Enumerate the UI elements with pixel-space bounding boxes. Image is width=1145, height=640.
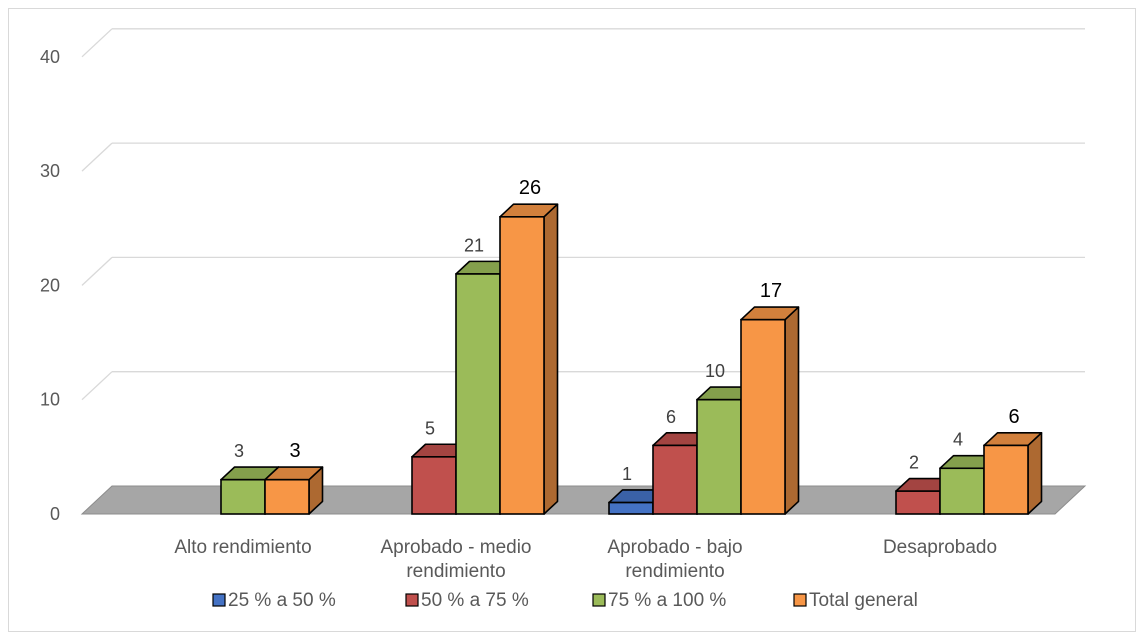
data-label: 4 xyxy=(953,430,963,450)
bar-side xyxy=(543,203,559,515)
data-label: 21 xyxy=(464,235,484,255)
data-label: 3 xyxy=(234,441,244,461)
bar-front xyxy=(411,456,457,515)
legend-label: 75 % a 100 % xyxy=(608,590,726,611)
bar-front xyxy=(220,478,266,515)
bar-front xyxy=(740,318,786,515)
y-tick-label: 10 xyxy=(40,390,60,410)
category-label: Desaprobado xyxy=(883,537,997,558)
bar-front xyxy=(608,501,654,515)
data-label: 2 xyxy=(909,453,919,473)
category-label: Aprobado - bajo xyxy=(607,537,742,558)
bar-front xyxy=(455,273,501,515)
bar-side xyxy=(784,306,800,515)
data-label: 1 xyxy=(622,464,632,484)
y-tick-label: 40 xyxy=(40,47,60,67)
data-label: 10 xyxy=(705,361,725,381)
y-tick-label: 0 xyxy=(50,504,60,524)
data-label: 17 xyxy=(760,280,782,302)
legend-label: 50 % a 75 % xyxy=(421,590,529,611)
y-tick-label: 20 xyxy=(40,275,60,295)
legend-label: 25 % a 50 % xyxy=(228,590,336,611)
gridline-depth xyxy=(81,371,113,401)
data-label: 6 xyxy=(666,407,676,427)
category-label: Alto rendimiento xyxy=(174,537,311,558)
gridline-depth xyxy=(81,142,113,172)
gridline-depth xyxy=(81,28,113,58)
bar-front xyxy=(939,467,985,515)
data-label: 5 xyxy=(425,418,435,438)
bar-front xyxy=(895,490,941,515)
bar-front xyxy=(983,444,1029,515)
gridline-depth xyxy=(81,256,113,286)
bar-1-3 xyxy=(499,203,559,515)
chart-frame xyxy=(8,8,1136,632)
bar-0-3 xyxy=(264,466,324,515)
bar-3-3 xyxy=(983,432,1043,515)
y-tick-label: 30 xyxy=(40,161,60,181)
bar-2-3 xyxy=(740,306,800,515)
legend-swatch xyxy=(212,593,226,607)
category-label: rendimiento xyxy=(406,561,505,582)
bar-front xyxy=(696,398,742,515)
data-label: 26 xyxy=(519,177,541,199)
data-label: 6 xyxy=(1008,406,1019,428)
bar-front xyxy=(499,216,545,515)
legend-swatch xyxy=(405,593,419,607)
legend-label: Total general xyxy=(809,590,918,611)
category-label: rendimiento xyxy=(625,561,724,582)
category-label: Aprobado - medio xyxy=(380,537,531,558)
bar-side xyxy=(1027,432,1043,515)
data-label: 3 xyxy=(289,440,300,462)
bar-front xyxy=(264,478,310,515)
legend-swatch xyxy=(793,593,807,607)
bar-front xyxy=(652,444,698,515)
legend-swatch xyxy=(592,593,606,607)
